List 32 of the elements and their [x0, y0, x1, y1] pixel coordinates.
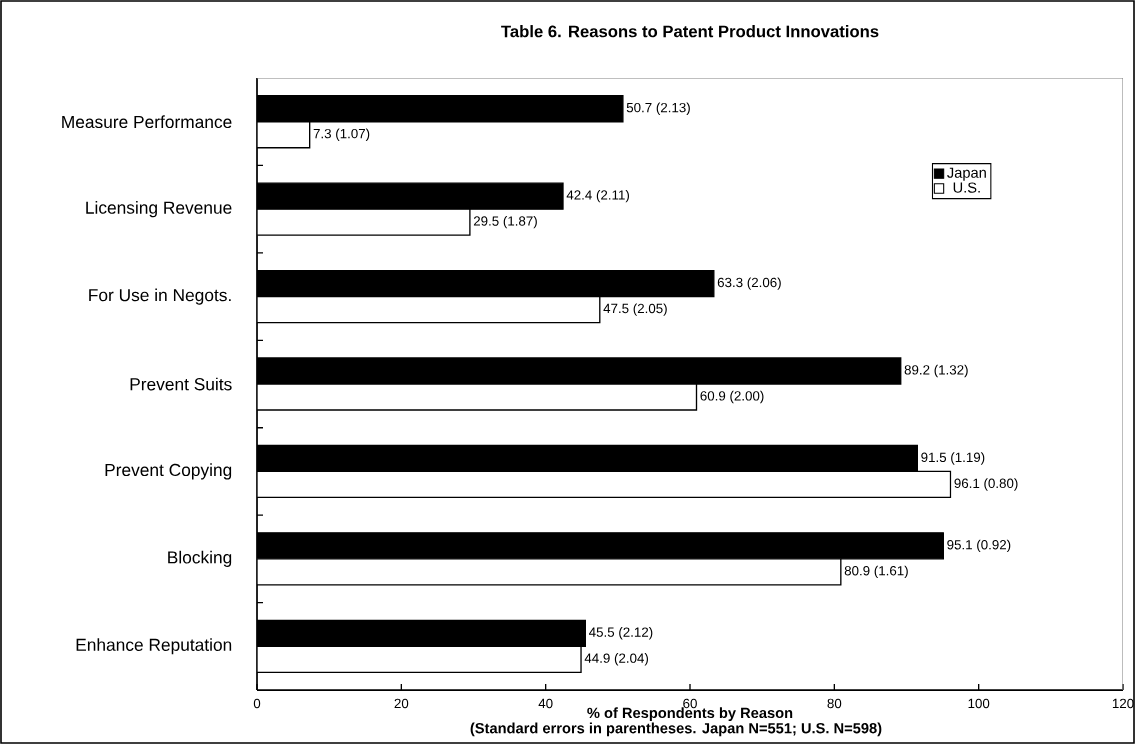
y-tick-label: Enhance Reputation: [76, 638, 232, 655]
y-tick-label: Licensing Revenue: [86, 201, 232, 218]
data-label: 89.2 (1.32): [904, 364, 968, 378]
y-tick-label: Blocking: [168, 550, 232, 567]
x-tick-label: 40: [538, 698, 553, 709]
x-axis-title: % of Respondents by Reason: [587, 707, 793, 721]
chart-title: Table 6. Reasons to Patent Product Innovations: [501, 25, 879, 38]
y-tick-label: Measure Performance: [62, 115, 232, 129]
data-label: 7.3 (1.07): [313, 128, 370, 141]
x-tick-label: 80: [827, 698, 842, 709]
x-tick-label: 20: [394, 698, 409, 709]
data-label: 42.4 (2.11): [566, 189, 629, 203]
data-label: 63.3 (2.06): [717, 277, 781, 290]
data-label: 29.5 (1.87): [473, 215, 537, 229]
y-tick-label: Prevent Copying: [105, 463, 232, 480]
data-label: 45.5 (2.12): [589, 627, 653, 640]
y-tick-label: For Use in Negots.: [89, 288, 231, 305]
x-tick-label: 60: [683, 698, 697, 709]
data-label: 44.9 (2.04): [584, 653, 649, 666]
data-label: 80.9 (1.61): [844, 565, 908, 579]
data-label: 50.7 (2.13): [626, 102, 690, 115]
legend-label: Japan: [947, 167, 986, 181]
data-label: 47.5 (2.05): [603, 303, 667, 316]
y-tick-label: Prevent Suits: [130, 377, 232, 391]
x-tick-label: 100: [968, 698, 990, 709]
data-label: 95.1 (0.92): [947, 539, 1011, 553]
data-label: 96.1 (0.80): [954, 478, 1018, 491]
text: (Standard errors in parentheses. Japan N=551; U.S. N=598): [470, 722, 882, 737]
data-label: 91.5 (1.19): [921, 452, 985, 465]
data-label: 60.9 (2.00): [700, 390, 764, 404]
x-tick-label: 0: [253, 698, 261, 709]
legend-label: U.S.: [953, 182, 980, 193]
